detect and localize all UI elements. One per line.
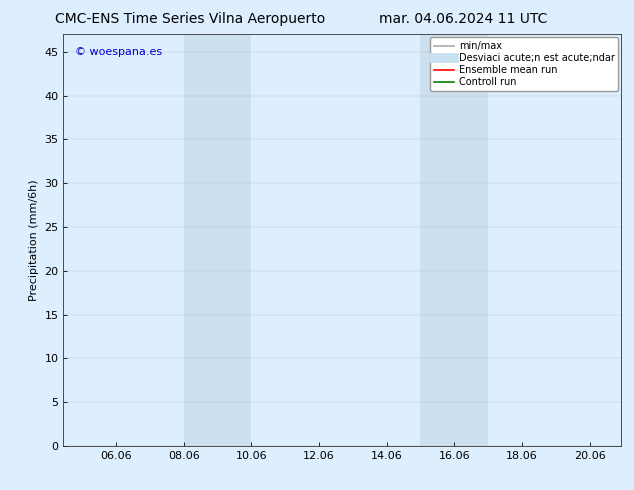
Y-axis label: Precipitation (mm/6h): Precipitation (mm/6h) <box>29 179 39 301</box>
Bar <box>420 34 488 446</box>
Legend: min/max, Desviaci acute;n est acute;ndar, Ensemble mean run, Controll run: min/max, Desviaci acute;n est acute;ndar… <box>430 37 618 91</box>
Text: mar. 04.06.2024 11 UTC: mar. 04.06.2024 11 UTC <box>378 12 547 26</box>
Text: © woespana.es: © woespana.es <box>75 47 162 57</box>
Bar <box>184 34 252 446</box>
Text: CMC-ENS Time Series Vilna Aeropuerto: CMC-ENS Time Series Vilna Aeropuerto <box>55 12 325 26</box>
